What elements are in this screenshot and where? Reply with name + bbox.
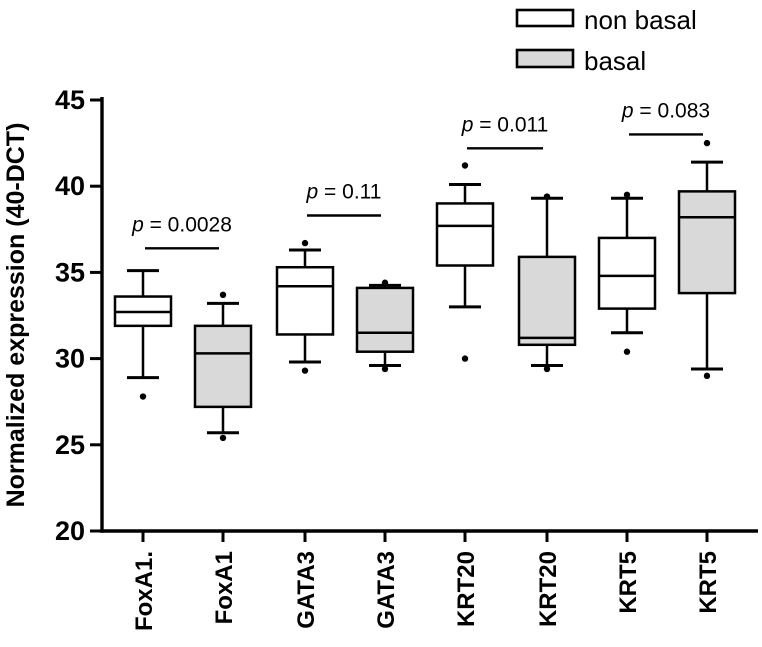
- outlier-point: [623, 191, 631, 199]
- iqr-box: [275, 265, 335, 336]
- outlier-point: [139, 393, 147, 400]
- outlier-point: [381, 365, 389, 373]
- box-gata3-basal: [355, 279, 415, 373]
- box-krt20-basal: [517, 193, 577, 373]
- y-tick-label: 45: [55, 85, 85, 115]
- iqr-box: [355, 286, 415, 353]
- box-krt5-basal: [677, 139, 737, 380]
- y-axis-title: Normalized expression (40-DCT): [2, 123, 30, 508]
- outlier-point: [219, 434, 227, 442]
- legend: non basal basal: [515, 5, 697, 76]
- y-tick-label: 30: [55, 344, 85, 374]
- significance-comparison: p = 0.011: [461, 113, 549, 150]
- x-tick-label: FoxA1.: [131, 551, 158, 631]
- x-axis: FoxA1. FoxA1 GATA3 GATA3 KRT20 KRT20 KRT5 KRT5: [131, 531, 722, 631]
- outlier-point: [703, 139, 711, 147]
- y-tick-label: 40: [55, 171, 85, 201]
- y-tick-label: 20: [55, 516, 85, 546]
- p-value-label: p = 0.11: [306, 181, 382, 204]
- legend-swatch: [515, 48, 575, 69]
- outlier-point: [461, 162, 469, 169]
- outlier-point: [461, 355, 469, 362]
- box-krt5-non-basal: [597, 191, 657, 355]
- outlier-point: [301, 239, 309, 247]
- x-tick-label: FoxA1: [211, 551, 238, 624]
- box-krt20-non-basal: [435, 162, 495, 362]
- iqr-box: [597, 236, 657, 310]
- iqr-box: [517, 255, 577, 347]
- outlier-point: [703, 372, 711, 380]
- y-tick-label: 25: [55, 430, 85, 460]
- significance-comparison: p = 0.11: [306, 181, 382, 217]
- iqr-box: [677, 190, 737, 295]
- outlier-point: [381, 279, 389, 286]
- outlier-point: [219, 291, 227, 299]
- outlier-point: [543, 365, 551, 373]
- legend-label: non basal: [584, 5, 697, 35]
- legend-label: basal: [584, 46, 646, 76]
- y-axis: 20 25 30 35 40 45: [55, 85, 102, 546]
- x-tick-label: KRT5: [695, 551, 722, 614]
- x-tick-label: GATA3: [293, 551, 320, 629]
- outlier-point: [301, 367, 309, 374]
- outlier-point: [543, 193, 551, 200]
- x-tick-label: KRT5: [615, 551, 642, 614]
- y-tick-label: 35: [55, 257, 85, 287]
- significance-comparison: p = 0.083: [621, 99, 710, 136]
- x-tick-label: KRT20: [535, 551, 562, 627]
- iqr-box: [435, 202, 495, 267]
- p-value-label: p = 0.083: [621, 99, 710, 122]
- box-gata3-non-basal: [275, 239, 335, 374]
- significance-comparison: p = 0.0028: [131, 213, 232, 250]
- box-foxa1-non-basal: [113, 269, 173, 400]
- p-value-label: p = 0.011: [461, 113, 549, 136]
- legend-swatch: [515, 8, 575, 28]
- outlier-point: [623, 348, 631, 355]
- x-tick-label: GATA3: [373, 551, 400, 629]
- box-foxa1-basal: [193, 291, 253, 442]
- iqr-box: [193, 324, 253, 409]
- p-value-label: p = 0.0028: [131, 213, 232, 236]
- x-tick-label: KRT20: [453, 551, 480, 627]
